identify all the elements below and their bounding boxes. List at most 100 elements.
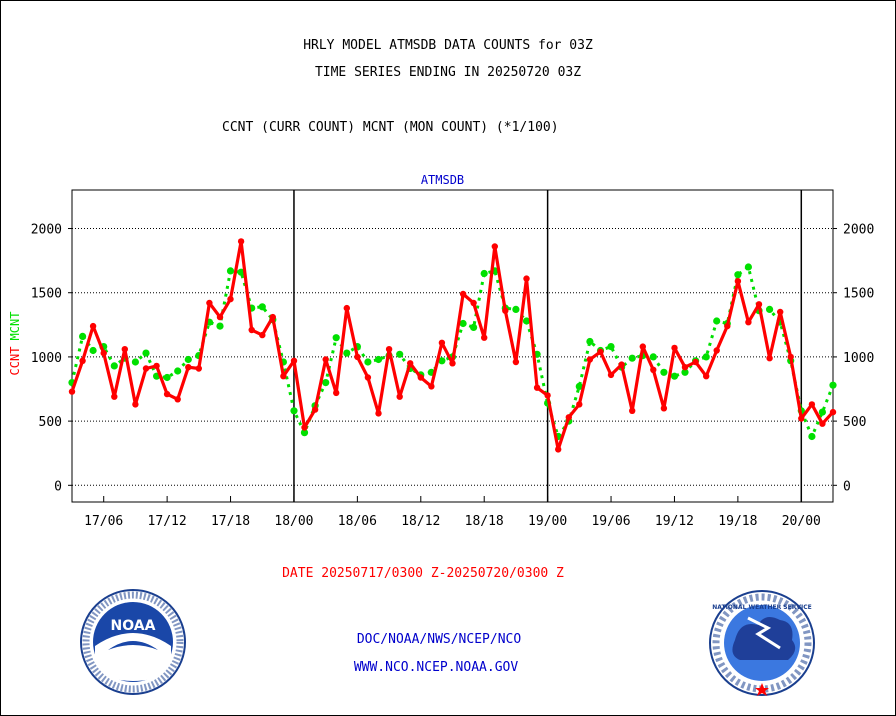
- date-range-label: DATE 20250717/0300 Z-20250720/0300 Z: [282, 566, 564, 581]
- data-point-ccnt: [301, 424, 308, 431]
- footer-link-nco[interactable]: WWW.NCO.NCEP.NOAA.GOV: [353, 660, 519, 675]
- data-point-ccnt: [755, 301, 763, 308]
- data-point-ccnt: [121, 346, 128, 353]
- data-point-ccnt: [153, 362, 160, 370]
- data-point-ccnt: [512, 358, 520, 366]
- data-point-mcnt: [174, 367, 182, 375]
- data-point-ccnt: [259, 331, 266, 339]
- data-point-ccnt: [89, 322, 97, 330]
- series-group: [68, 238, 837, 453]
- data-point-mcnt: [713, 317, 721, 325]
- data-point-ccnt: [586, 356, 594, 363]
- data-point-ccnt: [407, 360, 414, 367]
- data-point-ccnt: [481, 334, 488, 341]
- data-point-ccnt: [777, 308, 784, 316]
- x-tick-label: 18/18: [465, 514, 504, 529]
- data-point-ccnt: [364, 374, 372, 381]
- chart-title-line-2: TIME SERIES ENDING IN 20250720 03Z: [314, 65, 582, 80]
- y-tick-label-left: 2000: [31, 223, 62, 238]
- data-point-ccnt: [333, 389, 340, 397]
- data-point-mcnt: [808, 432, 816, 441]
- data-point-ccnt: [565, 414, 572, 421]
- chart-subtitle: CCNT (CURR COUNT) MCNT (MON COUNT) (*1/1…: [222, 120, 559, 135]
- data-point-mcnt: [766, 305, 774, 313]
- data-point-mcnt: [79, 332, 87, 340]
- x-tick-label: 19/00: [528, 514, 567, 529]
- data-point-ccnt: [248, 326, 255, 334]
- y-tick-label-left: 0: [54, 479, 62, 494]
- y-tick-label-left: 1500: [31, 287, 62, 302]
- y-tick-label-left: 1000: [31, 351, 62, 366]
- data-point-ccnt: [195, 365, 202, 372]
- data-point-ccnt: [660, 405, 668, 412]
- data-point-ccnt: [555, 446, 562, 453]
- y-tick-label-right: 2000: [843, 223, 874, 238]
- data-point-ccnt: [724, 322, 731, 330]
- data-point-ccnt: [544, 392, 551, 399]
- data-point-ccnt: [650, 366, 657, 373]
- x-tick-label: 17/12: [148, 514, 187, 529]
- data-point-mcnt: [649, 353, 657, 361]
- data-point-ccnt: [597, 348, 604, 355]
- plot-area: [71, 189, 834, 503]
- data-point-mcnt: [396, 350, 404, 358]
- data-point-ccnt: [491, 243, 498, 250]
- data-point-ccnt: [819, 420, 826, 427]
- x-tick-label: 19/18: [718, 514, 757, 529]
- data-point-ccnt: [808, 401, 816, 408]
- data-point-ccnt: [692, 358, 699, 366]
- data-point-ccnt: [449, 360, 456, 367]
- data-point-mcnt: [660, 368, 668, 376]
- footer-link-doc[interactable]: DOC/NOAA/NWS/NCEP/NCO: [356, 632, 522, 647]
- y-tick-label-right: 1000: [843, 351, 874, 366]
- x-tick-label: 19/12: [655, 514, 694, 529]
- data-point-ccnt: [766, 355, 773, 362]
- data-point-mcnt: [670, 372, 679, 380]
- data-point-ccnt: [470, 299, 477, 307]
- data-point-mcnt: [818, 408, 827, 416]
- x-tick-label: 20/00: [782, 514, 821, 529]
- data-point-ccnt: [216, 313, 224, 321]
- data-point-ccnt: [142, 365, 150, 372]
- data-point-ccnt: [787, 353, 794, 361]
- data-point-mcnt: [628, 354, 636, 362]
- data-point-ccnt: [206, 299, 213, 307]
- data-point-mcnt: [470, 323, 478, 331]
- data-point-mcnt: [290, 407, 298, 415]
- data-point-mcnt: [459, 319, 467, 328]
- data-point-ccnt: [428, 383, 435, 390]
- x-tick-label: 18/12: [401, 514, 440, 529]
- y-tick-label-right: 1500: [843, 287, 874, 302]
- data-point-ccnt: [502, 307, 509, 314]
- data-point-mcnt: [829, 381, 837, 389]
- data-point-mcnt: [575, 382, 583, 390]
- data-point-mcnt: [131, 358, 139, 366]
- data-point-mcnt: [364, 358, 372, 366]
- data-point-ccnt: [829, 408, 837, 416]
- data-point-ccnt: [375, 410, 382, 417]
- data-point-mcnt: [110, 362, 118, 370]
- y-tick-label-right: 500: [843, 415, 866, 430]
- data-point-mcnt: [522, 317, 531, 325]
- data-point-mcnt: [702, 353, 710, 361]
- data-point-ccnt: [269, 313, 276, 321]
- x-tick-label: 18/06: [338, 514, 377, 529]
- data-point-ccnt: [639, 343, 646, 350]
- data-point-ccnt: [576, 401, 583, 408]
- data-point-mcnt: [438, 357, 446, 365]
- data-point-ccnt: [459, 290, 467, 298]
- data-point-ccnt: [703, 373, 710, 380]
- y-axis-label-ccnt: CCNT: [8, 347, 22, 376]
- data-point-ccnt: [523, 275, 530, 282]
- data-point-mcnt: [332, 334, 340, 342]
- data-point-ccnt: [618, 361, 625, 368]
- data-point-ccnt: [438, 339, 446, 346]
- data-point-ccnt: [163, 390, 171, 398]
- data-point-mcnt: [226, 267, 235, 275]
- y-tick-label-left: 500: [39, 415, 62, 430]
- x-tick-label: 18/00: [274, 514, 313, 529]
- data-point-mcnt: [184, 355, 192, 364]
- data-point-mcnt: [480, 269, 488, 278]
- data-point-mcnt: [681, 368, 689, 376]
